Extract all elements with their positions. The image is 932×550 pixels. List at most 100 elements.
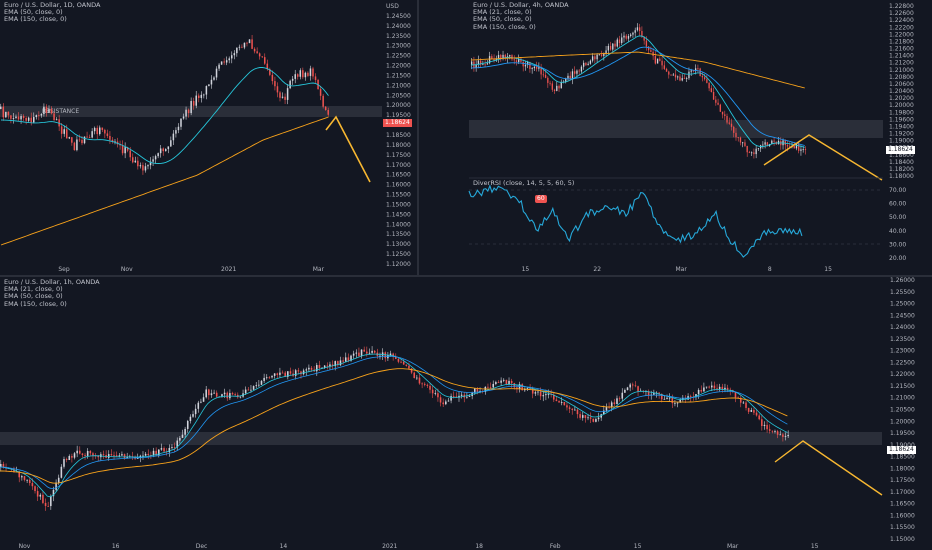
- h4-candle: [650, 50, 652, 52]
- h4-candle: [688, 71, 690, 79]
- h1-candle: [57, 477, 60, 483]
- h4-candle: [674, 74, 677, 78]
- pane-divider-horizontal[interactable]: [0, 275, 932, 277]
- h4-y-tick: 1.22000: [889, 31, 914, 38]
- daily-candle: [159, 148, 162, 154]
- daily-candle: [48, 109, 50, 113]
- h1-candle: [555, 399, 558, 402]
- h4-candle: [578, 70, 580, 72]
- h4-y-tick: 1.18400: [889, 159, 914, 166]
- h4-y-tick: 1.20400: [889, 88, 914, 95]
- daily-candle: [152, 159, 154, 162]
- h4-candle: [504, 54, 506, 59]
- daily-candle: [253, 48, 256, 52]
- daily-candle: [33, 117, 35, 123]
- h1-y-tick: 1.23000: [890, 348, 915, 355]
- h1-candle: [489, 387, 492, 389]
- h1-legend-symbol: Euro / U.S. Dollar, 1h, OANDA: [4, 278, 100, 286]
- h1-x-tick: 14: [280, 543, 288, 550]
- daily-y-tick: 1.22000: [386, 63, 411, 70]
- h1-candle: [395, 356, 397, 359]
- daily-y-tick: USD: [386, 3, 399, 10]
- h4-candle: [733, 126, 735, 133]
- h4-candle: [565, 78, 567, 82]
- h1-candle: [768, 429, 771, 431]
- h1-candle: [708, 386, 710, 388]
- h1-candle: [60, 466, 63, 478]
- daily-candle: [284, 96, 286, 100]
- h1-candle: [579, 414, 581, 418]
- daily-candle: [243, 42, 246, 48]
- rsi-y-tick: 60.00: [889, 201, 906, 208]
- h1-candle: [576, 409, 579, 415]
- h1-candle: [142, 455, 144, 457]
- h4-candle: [475, 64, 477, 68]
- h1-candle: [466, 396, 468, 398]
- h4-candle: [535, 66, 538, 69]
- h1-chart-pane[interactable]: Euro / U.S. Dollar, 1h, OANDA EMA (21, c…: [0, 277, 932, 550]
- h4-candle: [692, 70, 695, 72]
- daily-candle: [215, 68, 218, 78]
- h1-candle: [421, 383, 423, 385]
- h4-candle: [645, 40, 648, 47]
- h1-candle: [268, 377, 271, 379]
- h1-y-tick: 1.20500: [890, 407, 915, 414]
- h1-candle: [92, 453, 94, 456]
- daily-candle: [5, 111, 7, 118]
- h1-candle: [679, 399, 681, 403]
- daily-chart-pane[interactable]: Euro / U.S. Dollar, 1D, OANDA EMA (50, c…: [0, 0, 417, 275]
- h4-chart-pane[interactable]: Euro / U.S. Dollar, 4h, OANDA EMA (21, c…: [419, 0, 932, 275]
- h4-candle: [529, 61, 531, 69]
- h4-candle: [491, 56, 493, 59]
- h1-candle: [584, 415, 587, 418]
- h1-candle: [276, 373, 279, 375]
- daily-y-tick: 1.23000: [386, 43, 411, 50]
- daily-legend-symbol: Euro / U.S. Dollar, 1D, OANDA: [4, 1, 101, 9]
- h1-candle: [418, 377, 421, 384]
- daily-candle: [68, 137, 71, 139]
- daily-candle: [66, 129, 68, 139]
- daily-y-tick: 1.12000: [386, 261, 411, 268]
- pane-divider-vertical[interactable]: [417, 0, 419, 275]
- daily-legend-ema150: EMA (150, close, 0): [4, 15, 67, 24]
- daily-candle: [304, 72, 307, 78]
- h1-candle: [202, 397, 205, 402]
- h4-candle: [755, 148, 757, 155]
- h1-candle: [126, 457, 128, 459]
- h1-price-chart[interactable]: 1.26000 1.25500 1.25000 1.24500 1.24000 1.235…: [0, 277, 932, 550]
- h1-candle: [447, 400, 450, 402]
- h1-candle: [431, 389, 434, 394]
- h1-candle: [55, 482, 57, 490]
- h4-candle: [681, 78, 683, 81]
- h1-candle: [360, 349, 363, 357]
- h4-price-chart[interactable]: 1.228001.226001.224001.222001.220001.218…: [419, 0, 932, 275]
- daily-candle: [192, 101, 195, 106]
- daily-candle: [38, 115, 40, 116]
- h1-candle: [426, 384, 429, 386]
- h4-y-tick: 1.19000: [889, 138, 914, 145]
- h1-y-tick: 1.17500: [890, 477, 915, 484]
- h1-candle: [250, 389, 252, 391]
- h1-candle: [637, 386, 639, 392]
- h1-candle: [484, 386, 487, 392]
- h1-candle: [258, 384, 260, 386]
- daily-candle: [137, 160, 139, 167]
- h4-candle: [717, 102, 719, 105]
- daily-price-chart[interactable]: RESISTANCE USD 1.24500 1.24000 1.23500 1.2300…: [0, 0, 417, 275]
- h1-ema150-line: [0, 368, 788, 484]
- h1-candle: [136, 458, 139, 459]
- h4-candle: [482, 64, 484, 66]
- h4-candle: [639, 27, 641, 32]
- h4-candle: [549, 82, 551, 84]
- daily-candle: [86, 136, 88, 138]
- h1-candle: [516, 387, 518, 389]
- h4-candle: [742, 142, 744, 144]
- daily-candle: [73, 142, 76, 151]
- daily-candle: [165, 149, 167, 152]
- h4-candle: [518, 58, 520, 62]
- h1-candle: [689, 396, 692, 397]
- h1-candle: [323, 365, 326, 368]
- daily-y-tick: 1.20000: [386, 102, 411, 109]
- h1-candle: [629, 384, 631, 388]
- h4-price-tag: 1.18624: [886, 146, 915, 154]
